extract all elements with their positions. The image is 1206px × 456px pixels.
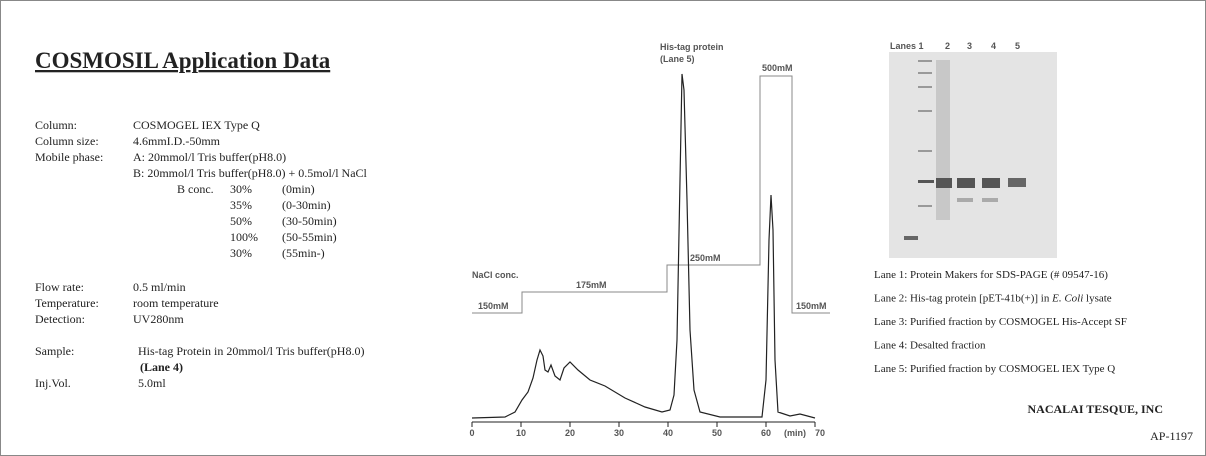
legend-text: Lane 1: Protein Makers for SDS-PAGE (# 0… bbox=[874, 269, 1108, 281]
gel-image bbox=[889, 52, 1057, 258]
nacl-label: NaCl conc. bbox=[472, 270, 519, 280]
lane-header: 3 bbox=[967, 41, 972, 51]
value: B: 20mmol/l Tris buffer(pH8.0) + 0.5mol/… bbox=[133, 166, 368, 180]
company: NACALAI TESQUE, INC bbox=[1028, 402, 1163, 416]
gel-bands bbox=[904, 60, 1026, 240]
nacl-gradient bbox=[472, 75, 830, 314]
legend-text: Lane 3: Purified fraction by COSMOGEL Hi… bbox=[874, 316, 1127, 328]
step-label: 150mM bbox=[478, 301, 509, 311]
chromatogram-trace bbox=[471, 73, 816, 419]
label: Column size: bbox=[35, 134, 99, 148]
time: (0-30min) bbox=[282, 198, 331, 212]
legend-text: E. Coli bbox=[1051, 293, 1083, 305]
label: B conc. bbox=[177, 182, 214, 196]
percent: 50% bbox=[230, 214, 252, 228]
legend-text: Lane 5: Purified fraction by COSMOGEL IE… bbox=[874, 363, 1115, 375]
label: Sample: bbox=[35, 344, 74, 358]
tick-label: 0 bbox=[469, 428, 474, 438]
value: A: 20mmol/l Tris buffer(pH8.0) bbox=[133, 150, 286, 164]
legend-entry: Lane 3: Purified fraction by COSMOGEL Hi… bbox=[874, 316, 1127, 328]
value: 5.0ml bbox=[138, 376, 166, 390]
label: Inj.Vol. bbox=[35, 376, 71, 390]
tick-label: 70 bbox=[815, 428, 825, 438]
peak-label: (Lane 5) bbox=[660, 54, 695, 64]
percent: 30% bbox=[230, 246, 252, 260]
step-label: 150mM bbox=[796, 301, 827, 311]
tick-label: 40 bbox=[663, 428, 673, 438]
lane-header: Lanes 1 bbox=[890, 41, 924, 51]
x-unit: (min) bbox=[784, 428, 806, 438]
label: Flow rate: bbox=[35, 280, 84, 294]
time: (30-50min) bbox=[282, 214, 337, 228]
label: Column: bbox=[35, 118, 77, 132]
legend-entry: Lane 4: Desalted fraction bbox=[874, 340, 986, 352]
tick-label: 10 bbox=[516, 428, 526, 438]
legend-text: Lane 2: His-tag protein [pET-41b(+)] in bbox=[874, 293, 1052, 305]
lane-header: 2 bbox=[945, 41, 950, 51]
tick-label: 20 bbox=[565, 428, 575, 438]
step-label: 175mM bbox=[576, 280, 607, 290]
time: (0min) bbox=[282, 182, 315, 196]
step-label: 500mM bbox=[762, 63, 793, 73]
percent: 35% bbox=[230, 198, 252, 212]
value: UV280nm bbox=[133, 312, 184, 326]
percent: 100% bbox=[230, 230, 258, 244]
legend-entry: Lane 5: Purified fraction by COSMOGEL IE… bbox=[874, 363, 1115, 375]
value: COSMOGEL IEX Type Q bbox=[133, 118, 260, 132]
legend-entry: Lane 1: Protein Makers for SDS-PAGE (# 0… bbox=[874, 269, 1108, 281]
value: room temperature bbox=[133, 296, 219, 310]
value: 4.6mmI.D.-50mm bbox=[133, 134, 221, 148]
value: 0.5 ml/min bbox=[133, 280, 186, 294]
legend-text: Lane 4: Desalted fraction bbox=[874, 340, 986, 352]
lane-header: 4 bbox=[991, 41, 996, 51]
legend-text: lysate bbox=[1083, 293, 1112, 305]
tick-label: 60 bbox=[761, 428, 771, 438]
percent: 30% bbox=[230, 182, 252, 196]
time: (50-55min) bbox=[282, 230, 337, 244]
peak-label: His-tag protein bbox=[660, 42, 724, 52]
legend-entry: Lane 2: His-tag protein [pET-41b(+)] in … bbox=[874, 293, 1112, 305]
time: (55min-) bbox=[282, 246, 325, 260]
value: His-tag Protein in 20mmol/l Tris buffer(… bbox=[138, 344, 364, 358]
tick-label: 30 bbox=[614, 428, 624, 438]
step-label: 250mM bbox=[690, 253, 721, 263]
note: (Lane 4) bbox=[140, 360, 183, 374]
label: Mobile phase: bbox=[35, 150, 103, 164]
lane-header: 5 bbox=[1015, 41, 1020, 51]
title: COSMOSIL Application Data bbox=[35, 48, 331, 73]
tick-label: 50 bbox=[712, 428, 722, 438]
code: AP-1197 bbox=[1150, 429, 1193, 443]
label: Temperature: bbox=[35, 296, 99, 310]
label: Detection: bbox=[35, 312, 85, 326]
